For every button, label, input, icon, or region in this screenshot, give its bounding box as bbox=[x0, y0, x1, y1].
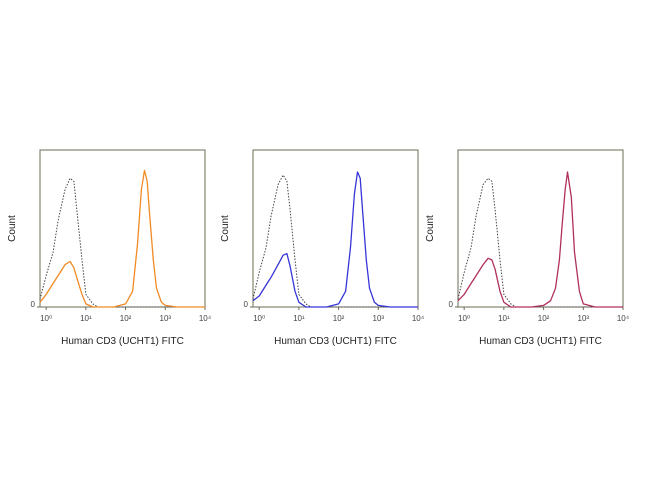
x-tick-label: 10³ bbox=[373, 314, 385, 323]
histogram-line bbox=[457, 177, 623, 308]
x-tick-label: 10² bbox=[120, 314, 132, 323]
x-tick-label: 10⁰ bbox=[253, 314, 265, 323]
x-tick-label: 10¹ bbox=[498, 314, 510, 323]
x-tick-label: 10⁴ bbox=[199, 314, 212, 323]
x-tick-label: 10³ bbox=[578, 314, 590, 323]
y-axis-label: Count bbox=[7, 215, 18, 242]
y-axis-label: Count bbox=[220, 215, 231, 242]
x-tick-label: 10⁴ bbox=[412, 314, 425, 323]
x-tick-label: 10¹ bbox=[80, 314, 92, 323]
histogram-line bbox=[39, 177, 205, 308]
histogram-line bbox=[252, 171, 418, 308]
x-tick-label: 10⁰ bbox=[458, 314, 470, 323]
histogram-line bbox=[457, 171, 623, 308]
x-tick-label: 10⁰ bbox=[40, 314, 52, 323]
plot-frame bbox=[252, 149, 419, 308]
x-axis-label: Human CD3 (UCHT1) FITC bbox=[61, 336, 184, 347]
histogram-line bbox=[39, 169, 205, 308]
plot-frame bbox=[457, 149, 624, 308]
x-tick-label: 10³ bbox=[160, 314, 172, 323]
y-axis-label: Count bbox=[425, 215, 436, 242]
histogram-line bbox=[252, 174, 418, 308]
x-tick-label: 10¹ bbox=[293, 314, 305, 323]
y-tick-label: 0 bbox=[31, 300, 36, 309]
x-tick-label: 10² bbox=[538, 314, 550, 323]
y-tick-label: 0 bbox=[244, 300, 249, 309]
x-tick-label: 10² bbox=[333, 314, 345, 323]
y-tick-label: 0 bbox=[449, 300, 454, 309]
x-axis-label: Human CD3 (UCHT1) FITC bbox=[274, 336, 397, 347]
plot-frame bbox=[39, 149, 206, 308]
x-axis-label: Human CD3 (UCHT1) FITC bbox=[479, 336, 602, 347]
x-tick-label: 10⁴ bbox=[617, 314, 630, 323]
